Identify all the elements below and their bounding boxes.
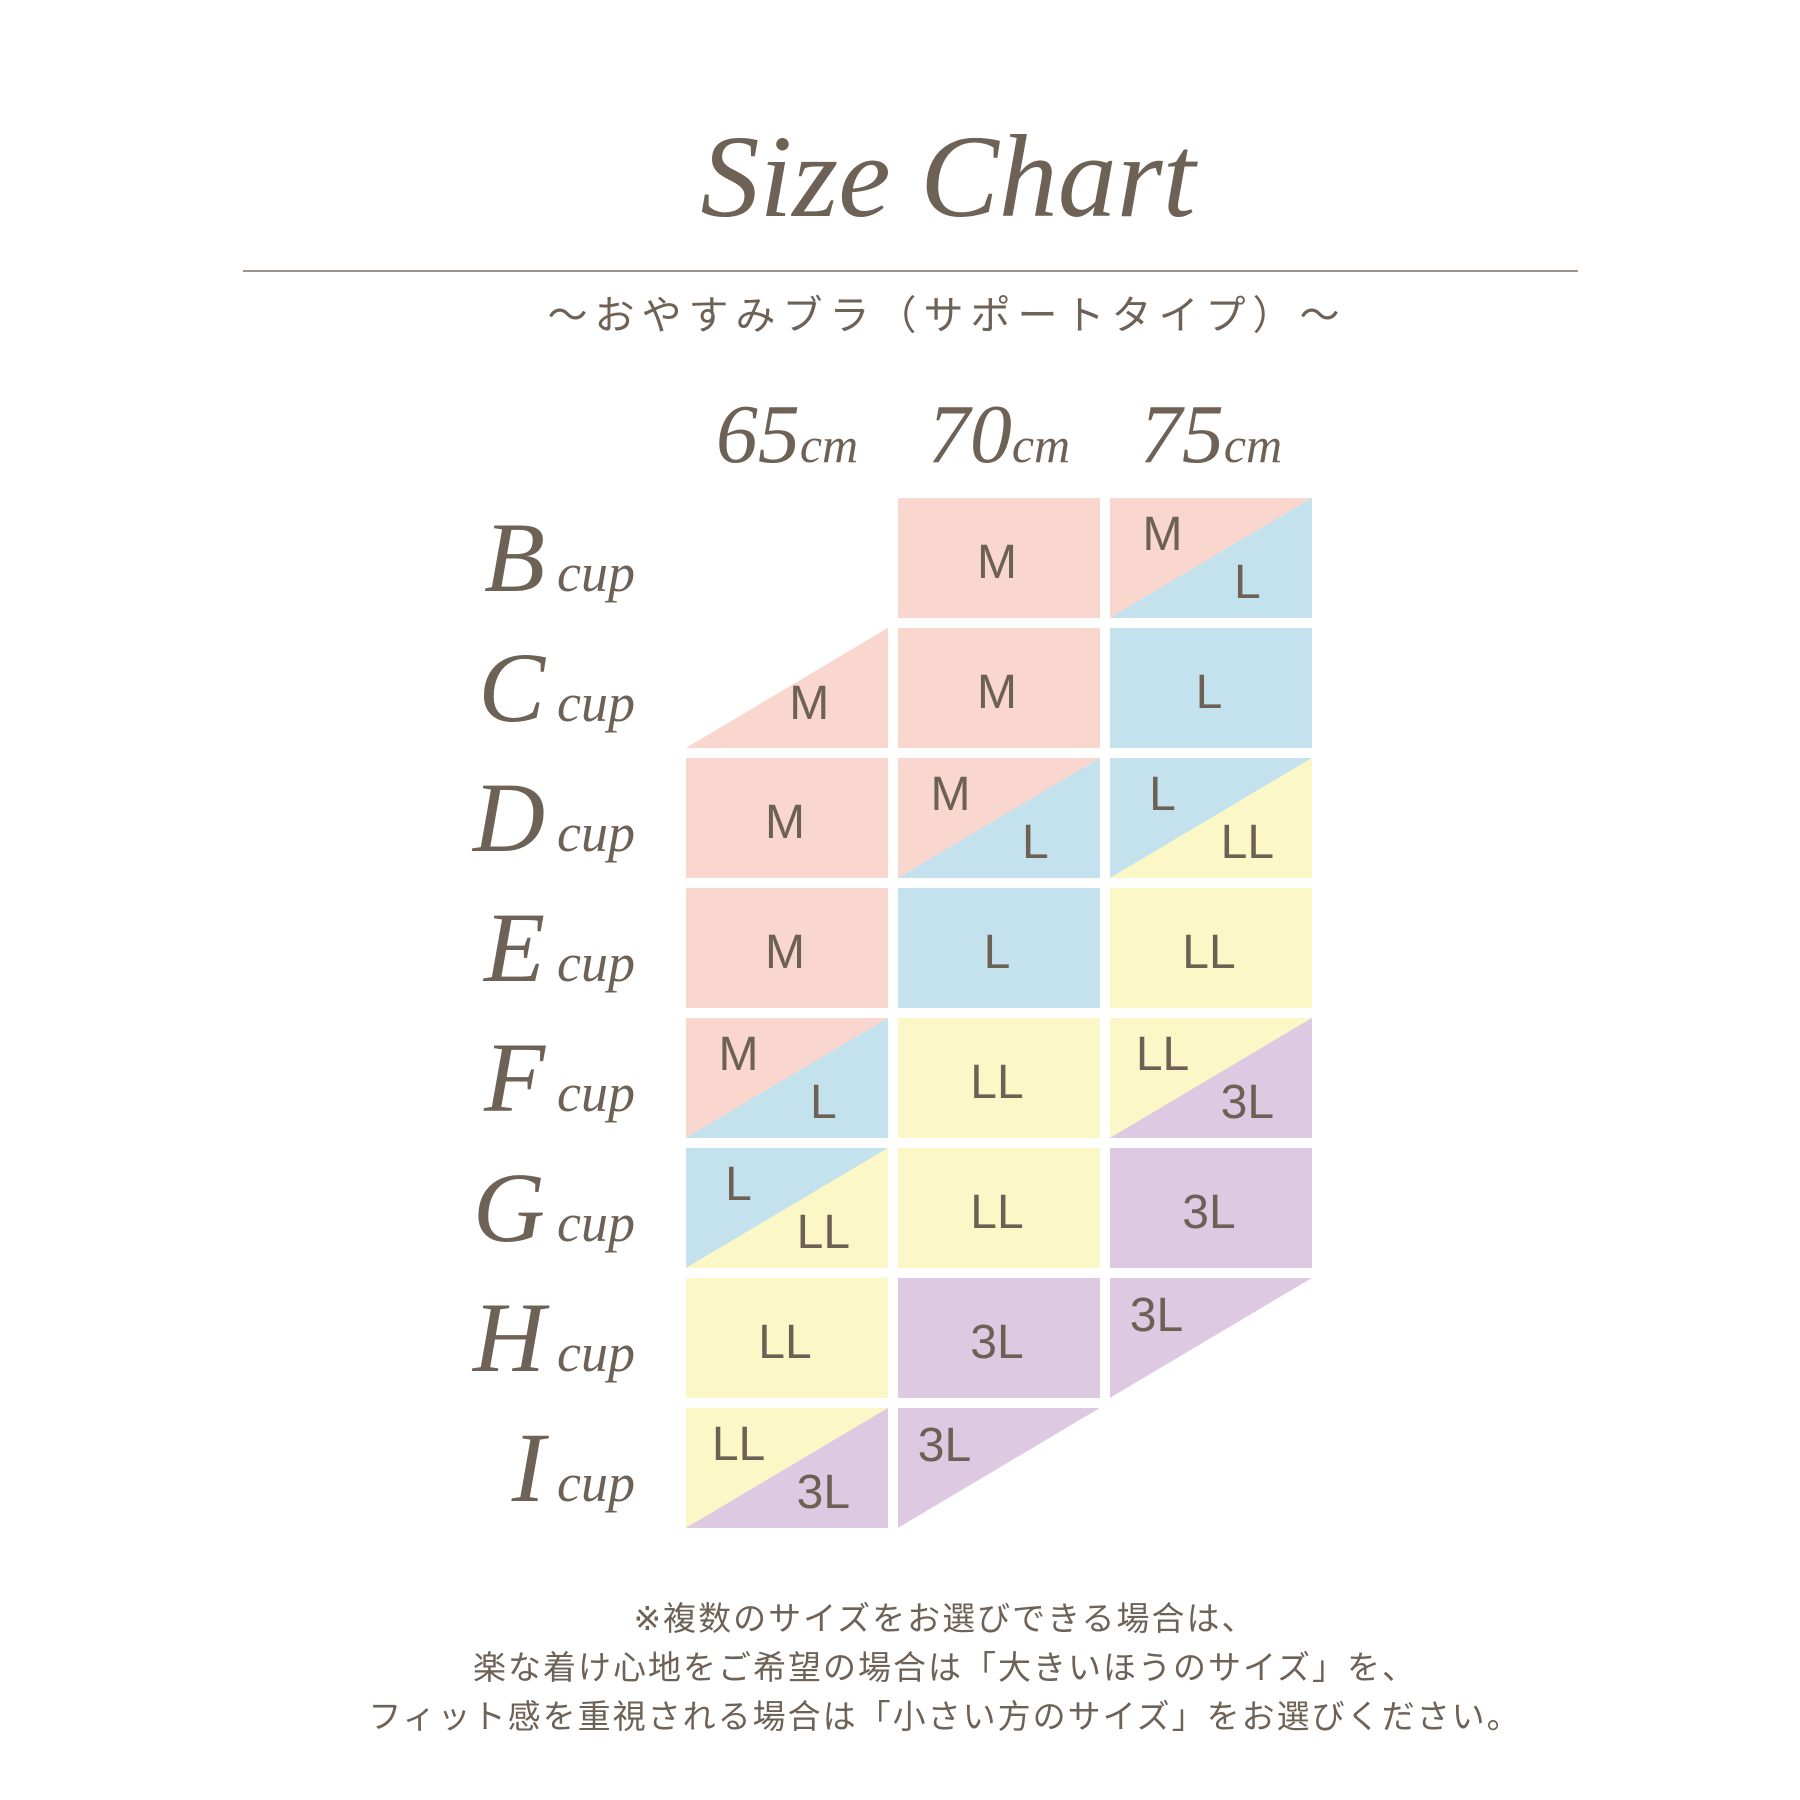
size-label-M: M (976, 535, 1017, 589)
size-label-LL: LL (711, 1418, 766, 1472)
cup-suffix: cup (557, 803, 635, 863)
cell-B-70: M (898, 498, 1100, 618)
size-label-LL: LL (758, 1315, 812, 1369)
cup-suffix: cup (557, 933, 635, 993)
cell-C-75: L (1110, 628, 1312, 748)
cell-H-75: 3L (1110, 1278, 1312, 1398)
size-label-LL: LL (970, 1055, 1024, 1109)
cup-letter: G (472, 1152, 546, 1263)
cell-D-65: M (686, 758, 888, 878)
size-label-L: L (1149, 768, 1176, 822)
size-label-M: M (764, 925, 805, 979)
subtitle: ～おやすみブラ（サポートタイプ）～ (547, 294, 1347, 338)
footnote-line-2: 楽な着け心地をご希望の場合は「大きいほうのサイズ」を、 (472, 1649, 1417, 1686)
size-label-3L: 3L (970, 1315, 1024, 1369)
size-label-3L: 3L (1129, 1289, 1184, 1343)
cup-suffix: cup (557, 673, 635, 733)
size-label-LL: LL (1220, 816, 1275, 870)
cell-G-70: LL (898, 1148, 1100, 1268)
size-label-M: M (930, 768, 971, 822)
cup-letter: B (483, 502, 546, 613)
size-label-3L: 3L (1182, 1185, 1236, 1239)
cell-E-75: LL (1110, 888, 1312, 1008)
column-unit: cm (1011, 417, 1071, 473)
size-label-L: L (1234, 556, 1261, 610)
cell-I-65: LL 3L (686, 1408, 888, 1528)
cup-letter: I (511, 1412, 546, 1523)
page-title: Size Chart (700, 111, 1196, 242)
size-label-M: M (976, 665, 1017, 719)
size-label-LL: LL (1135, 1028, 1190, 1082)
cell-E-70: L (898, 888, 1100, 1008)
size-label-L: L (1195, 665, 1223, 719)
cup-suffix: cup (557, 1193, 635, 1253)
column-header-65: 65cm (716, 393, 858, 477)
cell-G-65: L LL (686, 1148, 888, 1268)
cell-F-75: LL 3L (1110, 1018, 1312, 1138)
cell-D-75: L LL (1110, 758, 1312, 878)
size-label-M: M (764, 795, 805, 849)
cup-letter: E (483, 892, 546, 1003)
footnote-line-1: ※複数のサイズをお選びできる場合は、 (633, 1600, 1257, 1637)
size-label-L: L (983, 925, 1011, 979)
cell-G-75: 3L (1110, 1148, 1312, 1268)
size-label-L: L (725, 1158, 752, 1212)
size-label-L: L (1022, 816, 1049, 870)
size-label-LL: LL (796, 1206, 851, 1260)
size-label-LL: LL (970, 1185, 1024, 1239)
cup-suffix: cup (557, 543, 635, 603)
cup-suffix: cup (557, 1323, 635, 1383)
size-label-LL: LL (1182, 925, 1236, 979)
size-label-L: L (810, 1076, 837, 1130)
column-header-70: 70cm (928, 393, 1070, 477)
column-value: 75 (1139, 388, 1224, 481)
cell-F-70: LL (898, 1018, 1100, 1138)
cup-letter: F (483, 1022, 546, 1133)
title-divider (243, 270, 1578, 272)
cup-suffix: cup (557, 1453, 635, 1513)
column-value: 70 (927, 388, 1012, 481)
size-label-3L: 3L (796, 1466, 851, 1520)
size-label-M: M (1142, 508, 1183, 562)
column-unit: cm (799, 417, 859, 473)
cell-E-65: M (686, 888, 888, 1008)
size-label-M: M (718, 1028, 759, 1082)
cell-C-65: M (686, 628, 888, 748)
column-header-75: 75cm (1140, 393, 1282, 477)
cell-H-70: 3L (898, 1278, 1100, 1398)
cell-H-65: LL (686, 1278, 888, 1398)
cup-suffix: cup (557, 1063, 635, 1123)
footnote: ※複数のサイズをお選びできる場合は、楽な着け心地をご希望の場合は「大きいほうのサ… (90, 1594, 1800, 1741)
cup-letter: H (472, 1282, 546, 1393)
cell-C-70: M (898, 628, 1100, 748)
column-unit: cm (1223, 417, 1283, 473)
cup-letter: D (472, 762, 546, 873)
footnote-line-3: フィット感を重視される場合は「小さい方のサイズ」をお選びください。 (368, 1698, 1522, 1735)
column-value: 65 (715, 388, 800, 481)
size-label-3L: 3L (917, 1419, 972, 1473)
cell-I-70: 3L (898, 1408, 1100, 1528)
cup-letter: C (478, 632, 546, 743)
size-label-3L: 3L (1220, 1076, 1275, 1130)
size-label-M: M (789, 676, 830, 730)
